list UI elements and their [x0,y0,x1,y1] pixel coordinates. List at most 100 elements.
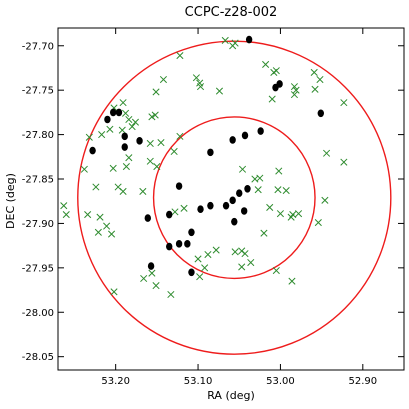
filled-point [244,184,251,193]
cross-point [148,269,156,277]
region-circle-inner [152,116,316,280]
plot-area [57,27,405,371]
y-axis-label: DEC (deg) [4,173,17,229]
filled-point [197,205,204,214]
cross-point [146,157,154,165]
cross-point [125,115,133,124]
cross-point [170,147,178,156]
filled-point [89,146,96,155]
cross-point [98,131,106,139]
cross-point [151,111,159,119]
cross-point [62,210,70,219]
filled-point [207,148,214,157]
filled-point [121,132,128,141]
y-tick-label: -28.05 [22,352,54,363]
cross-point [118,126,126,134]
filled-point [231,217,238,226]
cross-point [110,288,118,296]
y-tick-label: -27.80 [22,130,54,141]
cross-point [157,139,165,147]
cross-point [270,68,278,76]
y-tick-label: -28.00 [22,308,54,319]
cross-point [139,187,147,196]
cross-point [221,36,229,44]
y-tick-label: -27.75 [22,86,54,97]
cross-point [314,218,322,227]
cross-point [196,273,204,281]
cross-point [238,165,247,173]
filled-point [115,108,123,117]
filled-point [222,201,230,210]
filled-point [229,196,236,205]
cross-point [167,290,175,299]
cross-point [231,248,239,256]
cross-point [131,118,139,126]
cross-point [94,228,102,236]
cross-point [290,91,298,99]
y-tick-label: -27.85 [22,175,54,186]
axis-ticks: 53.20 53.10 53.00 52.90 -27.70 -27.75 -27.80 -2… [22,28,404,387]
cross-point [266,203,274,211]
cross-point [80,165,88,173]
chart-title: CCPC-z28-002 [185,5,278,20]
y-tick-label: -27.70 [22,41,54,52]
cross-point [323,149,331,157]
filled-point [257,127,264,135]
cross-point [122,163,130,171]
cross-point [119,187,127,196]
x-tick-label: 52.90 [348,376,377,387]
cross-point [275,167,283,175]
plot-content [60,35,392,355]
cross-point [152,282,160,290]
cross-point [340,99,348,107]
filled-point [104,115,111,124]
cross-point [311,85,319,93]
cross-point [171,208,179,216]
filled-point [109,108,117,117]
cross-point [251,175,259,183]
filled-point [236,189,243,198]
cross-point [215,87,224,95]
cross-point [109,164,117,172]
filled-point [144,214,151,222]
cross-point [192,74,200,82]
cross-point [146,139,154,148]
x-tick-label: 53.00 [266,376,295,387]
cross-point [294,210,303,218]
cross-point [103,222,111,230]
cross-point [290,83,298,91]
cross-point [262,60,270,68]
cross-point [321,196,329,204]
filled-point [241,131,249,140]
filled-point [175,240,183,248]
cross-point [282,187,290,195]
filled-point [166,242,173,251]
y-tick-label: -27.90 [22,219,54,230]
cross-point [180,204,188,212]
filled-point [317,109,324,118]
filled-point [188,268,195,277]
cross-point [176,51,184,60]
cross-point [310,68,318,76]
cross-point [119,99,127,107]
cross-point [194,255,202,263]
filled-point [207,201,214,210]
x-tick-label: 53.10 [184,376,213,387]
cross-point [125,154,133,162]
cross-point [272,266,280,275]
cross-point [254,186,262,194]
cross-point [276,210,284,218]
cross-point [96,213,104,221]
cross-point [287,213,295,221]
plot-frame [57,27,405,371]
cross-point [140,274,148,283]
cross-point [159,75,168,84]
cross-point [60,202,68,210]
filled-point [272,83,279,92]
x-axis-label: RA (deg) [207,389,255,402]
filled-point [121,143,128,151]
filled-point [188,228,195,237]
x-tick-label: 53.20 [101,376,130,387]
cross-point [92,183,100,191]
cross-point [212,246,220,254]
